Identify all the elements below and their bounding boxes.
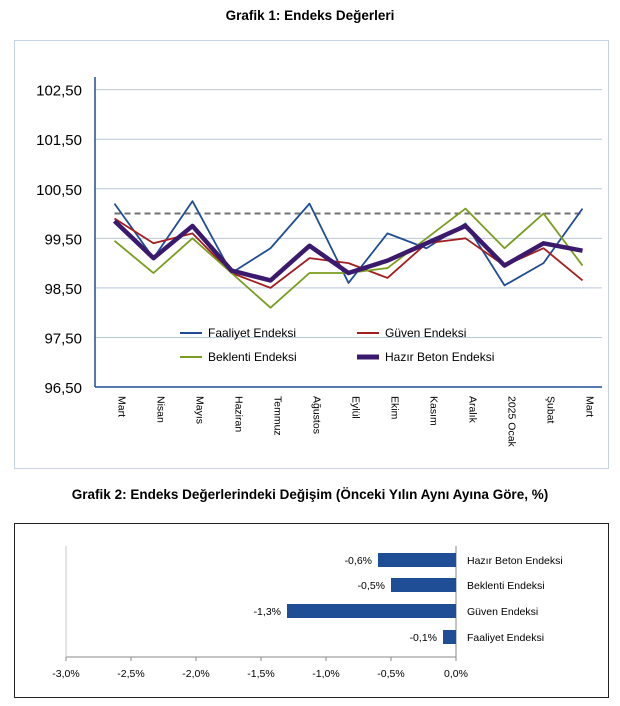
category-label: Güven Endeksi: [467, 606, 538, 618]
legend-label: Güven Endeksi: [385, 326, 466, 340]
category-label: Faaliyet Endeksi: [467, 632, 544, 644]
x-tick-label: 2025 Ocak: [506, 396, 518, 448]
category-label: Hazır Beton Endeksi: [467, 555, 563, 567]
category-label: Beklenti Endeksi: [467, 580, 545, 592]
bar-data-label: -0,5%: [358, 580, 385, 592]
chart1-frame: [14, 40, 609, 469]
bar: [287, 604, 456, 618]
line-chart: 102,50 101,50 100,50 99,50 98,50 97,50 96,50 Ma…: [36, 77, 602, 448]
x-tick-label: -1,5%: [247, 668, 274, 680]
x-tick-label: -2,0%: [182, 668, 209, 680]
x-tick-label: Eylül: [350, 396, 362, 419]
x-tick-label: Haziran: [233, 396, 245, 432]
y-tick-label: 99,50: [44, 231, 82, 248]
legend-label: Faaliyet Endeksi: [208, 326, 296, 340]
x-tick-label: -0,5%: [377, 668, 404, 680]
bar-data-label: -1,3%: [254, 606, 281, 618]
bar-data-label: -0,6%: [345, 555, 372, 567]
bar-data-label: -0,1%: [410, 632, 437, 644]
bar: [378, 553, 456, 567]
chart2-title: Grafik 2: Endeks Değerlerindeki Değişim …: [71, 487, 549, 502]
x-tick-label: Şubat: [545, 396, 557, 424]
x-tick-label: Mart: [584, 396, 596, 417]
y-tick-label: 96,50: [44, 380, 82, 397]
legend-label: Hazır Beton Endeksi: [385, 350, 494, 364]
x-tick-label: -1,0%: [312, 668, 339, 680]
x-tick-label: Mart: [116, 396, 128, 417]
y-tick-label: 97,50: [44, 330, 82, 347]
y-tick-label: 101,50: [36, 132, 82, 149]
x-tick-label: Nisan: [155, 396, 167, 423]
x-tick-label: Aralık: [467, 396, 479, 424]
series-line-1: [113, 200, 584, 287]
y-tick-label: 100,50: [36, 182, 82, 199]
x-tick-label: Ağustos: [311, 396, 323, 434]
y-tick-label: 98,50: [44, 281, 82, 298]
series-line-4: [112, 219, 583, 283]
legend-label: Beklenti Endeksi: [208, 350, 297, 364]
x-tick-label: -3,0%: [52, 668, 79, 680]
x-tick-label: Ekim: [389, 396, 401, 420]
x-tick-label: -2,5%: [117, 668, 144, 680]
x-tick-label: Mayıs: [194, 396, 206, 424]
chart1-title: Grafik 1: Endeks Değerleri: [225, 8, 395, 23]
bar: [391, 578, 456, 592]
bar: [443, 630, 456, 644]
x-tick-label: Kasım: [428, 396, 440, 426]
y-tick-label: 102,50: [36, 83, 82, 100]
x-tick-label: Temmuz: [272, 396, 284, 436]
x-tick-label: 0,0%: [444, 668, 468, 680]
